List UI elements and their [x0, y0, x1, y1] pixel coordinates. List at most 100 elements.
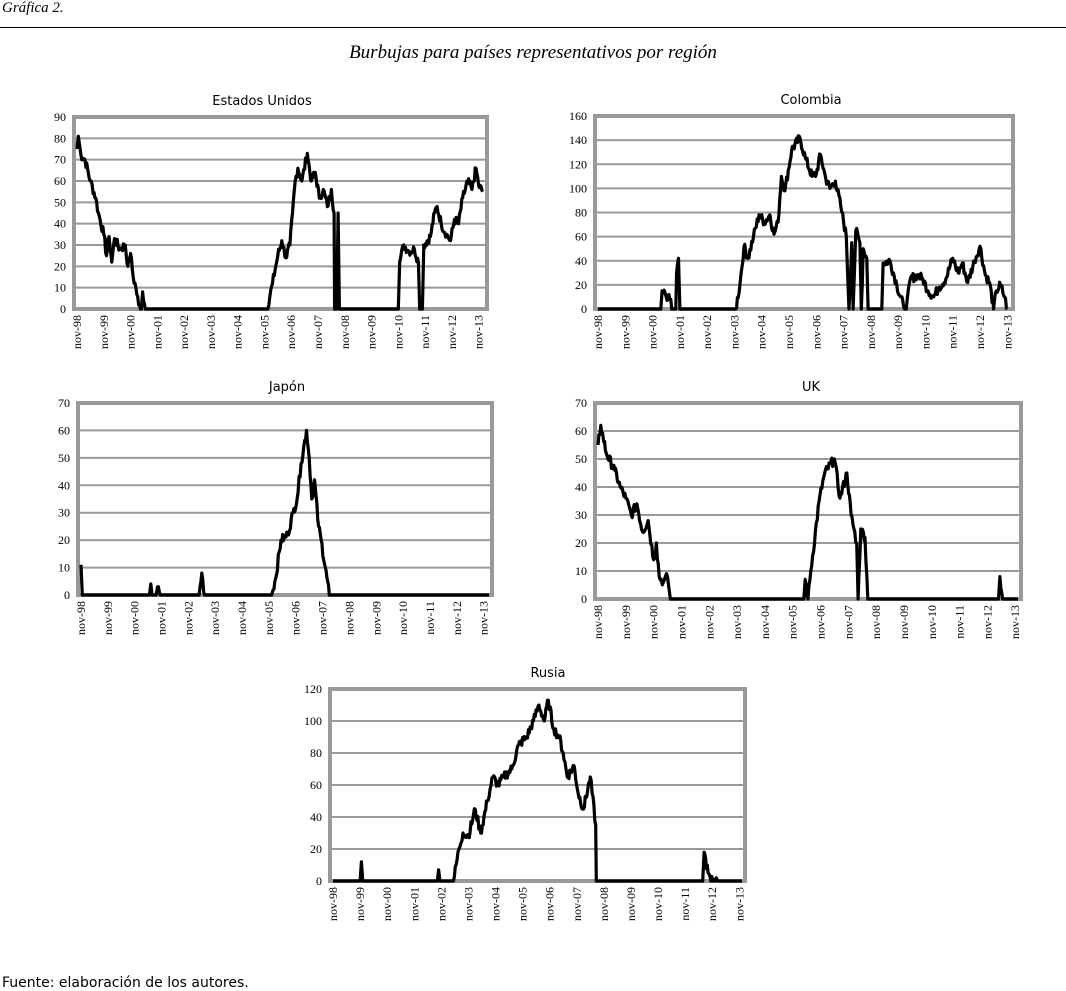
x-tick-label: nov-98	[591, 605, 605, 639]
y-tick-label: 70	[58, 396, 70, 410]
chart-title: Colombia	[780, 93, 841, 108]
y-tick-label: 40	[575, 254, 587, 268]
y-tick-label: 140	[569, 133, 587, 147]
x-tick-label: nov-10	[925, 605, 939, 639]
x-tick-label: nov-99	[619, 605, 633, 639]
x-tick-label: nov-13	[1008, 605, 1022, 639]
y-tick-label: 100	[304, 714, 322, 728]
x-tick-label: nov-06	[289, 601, 303, 635]
x-tick-label: nov-07	[837, 315, 851, 349]
y-tick-label: 20	[310, 842, 322, 856]
x-tick-label: nov-04	[489, 887, 503, 921]
x-tick-label: nov-98	[591, 315, 605, 349]
y-tick-label: 60	[54, 174, 66, 188]
chart-estados-unidos: Estados Unidos 0 10 20 30 40 50 60 70 80 90 nov-98 n…	[54, 94, 489, 349]
series-line	[75, 134, 485, 311]
x-tick-label: nov-13	[472, 315, 486, 349]
chart-rusia: Rusia 0 20 40 60 80 100 120 nov-98 nov-99 nov-00 no…	[304, 666, 747, 921]
y-tick-label: 50	[58, 451, 70, 465]
x-tick-label: nov-05	[782, 315, 796, 349]
y-tick-label: 70	[54, 153, 66, 167]
x-tick-label: nov-10	[918, 315, 932, 349]
chart-uk: UK 0 10 20 30 40 50 60 70 nov-98 nov-99 nov-00 nov-0…	[575, 380, 1023, 639]
y-tick-label: 0	[581, 592, 587, 606]
y-tick-label: 0	[581, 302, 587, 316]
x-tick-label: nov-03	[204, 315, 218, 349]
x-tick-label: nov-12	[445, 315, 459, 349]
x-tick-label: nov-09	[891, 315, 905, 349]
y-tick-label: 80	[575, 206, 587, 220]
header-rule	[0, 27, 1066, 28]
x-tick-label: nov-02	[700, 315, 714, 349]
x-tick-label: nov-11	[418, 315, 432, 349]
x-tick-label: nov-03	[208, 601, 222, 635]
y-tick-label: 30	[54, 238, 66, 252]
x-tick-label: nov-09	[369, 601, 383, 635]
y-tick-label: 40	[575, 480, 587, 494]
x-tick-label: nov-99	[101, 601, 115, 635]
y-tick-label: 30	[575, 508, 587, 522]
x-tick-label: nov-13	[1000, 315, 1014, 349]
x-tick-label: nov-01	[673, 315, 687, 349]
x-tick-label: nov-00	[124, 315, 138, 349]
x-tick-label: nov-00	[647, 605, 661, 639]
chart-title: Rusia	[530, 666, 565, 681]
y-tick-label: 10	[54, 281, 66, 295]
y-tick-label: 80	[310, 746, 322, 760]
x-tick-label: nov-05	[257, 315, 271, 349]
x-tick-label: nov-13	[477, 601, 491, 635]
y-tick-label: 50	[54, 195, 66, 209]
x-tick-label: nov-12	[450, 601, 464, 635]
x-tick-label: nov-02	[181, 601, 195, 635]
plot-frame	[593, 114, 1015, 311]
y-tick-label: 60	[310, 778, 322, 792]
x-tick-label: nov-08	[869, 605, 883, 639]
chart-title: UK	[802, 380, 821, 395]
x-tick-label: nov-02	[177, 315, 191, 349]
x-tick-label: nov-12	[973, 315, 987, 349]
x-tick-label: nov-02	[702, 605, 716, 639]
y-tick-label: 120	[569, 157, 587, 171]
x-tick-label: nov-00	[380, 887, 394, 921]
x-tick-label: nov-09	[897, 605, 911, 639]
x-tick-label: nov-01	[407, 887, 421, 921]
x-tick-label: nov-06	[284, 315, 298, 349]
y-tick-label: 0	[60, 302, 66, 316]
plot-frame	[328, 687, 747, 883]
y-tick-label: 20	[575, 536, 587, 550]
x-tick-label: nov-98	[326, 887, 340, 921]
x-tick-label: nov-11	[946, 315, 960, 349]
x-tick-label: nov-04	[235, 601, 249, 635]
y-tick-label: 100	[569, 181, 587, 195]
x-tick-label: nov-06	[543, 887, 557, 921]
x-tick-label: nov-11	[953, 605, 967, 639]
x-tick-label: nov-10	[391, 315, 405, 349]
x-tick-label: nov-11	[423, 601, 437, 635]
x-tick-label: nov-09	[624, 887, 638, 921]
chart-title: Estados Unidos	[212, 94, 312, 109]
y-tick-label: 60	[575, 424, 587, 438]
x-tick-label: nov-07	[316, 601, 330, 635]
chart-colombia: Colombia 0 20 40 60 80 100 120 140 160 nov-98 nov-9…	[569, 93, 1015, 349]
x-tick-label: nov-99	[353, 887, 367, 921]
x-tick-label: nov-03	[461, 887, 475, 921]
series-line	[79, 428, 489, 597]
y-tick-label: 10	[575, 564, 587, 578]
x-tick-label: nov-98	[70, 315, 84, 349]
y-tick-label: 30	[58, 506, 70, 520]
x-tick-label: nov-00	[128, 601, 142, 635]
x-tick-label: nov-10	[651, 887, 665, 921]
y-tick-label: 90	[54, 110, 66, 124]
x-tick-label: nov-05	[516, 887, 530, 921]
y-tick-label: 20	[575, 278, 587, 292]
x-tick-label: nov-99	[618, 315, 632, 349]
x-tick-label: nov-13	[732, 887, 746, 921]
y-tick-label: 50	[575, 452, 587, 466]
y-tick-label: 0	[316, 874, 322, 888]
x-tick-label: nov-04	[755, 315, 769, 349]
x-tick-label: nov-07	[841, 605, 855, 639]
y-tick-label: 160	[569, 109, 587, 123]
chart-title: Japón	[268, 380, 305, 395]
x-tick-label: nov-12	[705, 887, 719, 921]
